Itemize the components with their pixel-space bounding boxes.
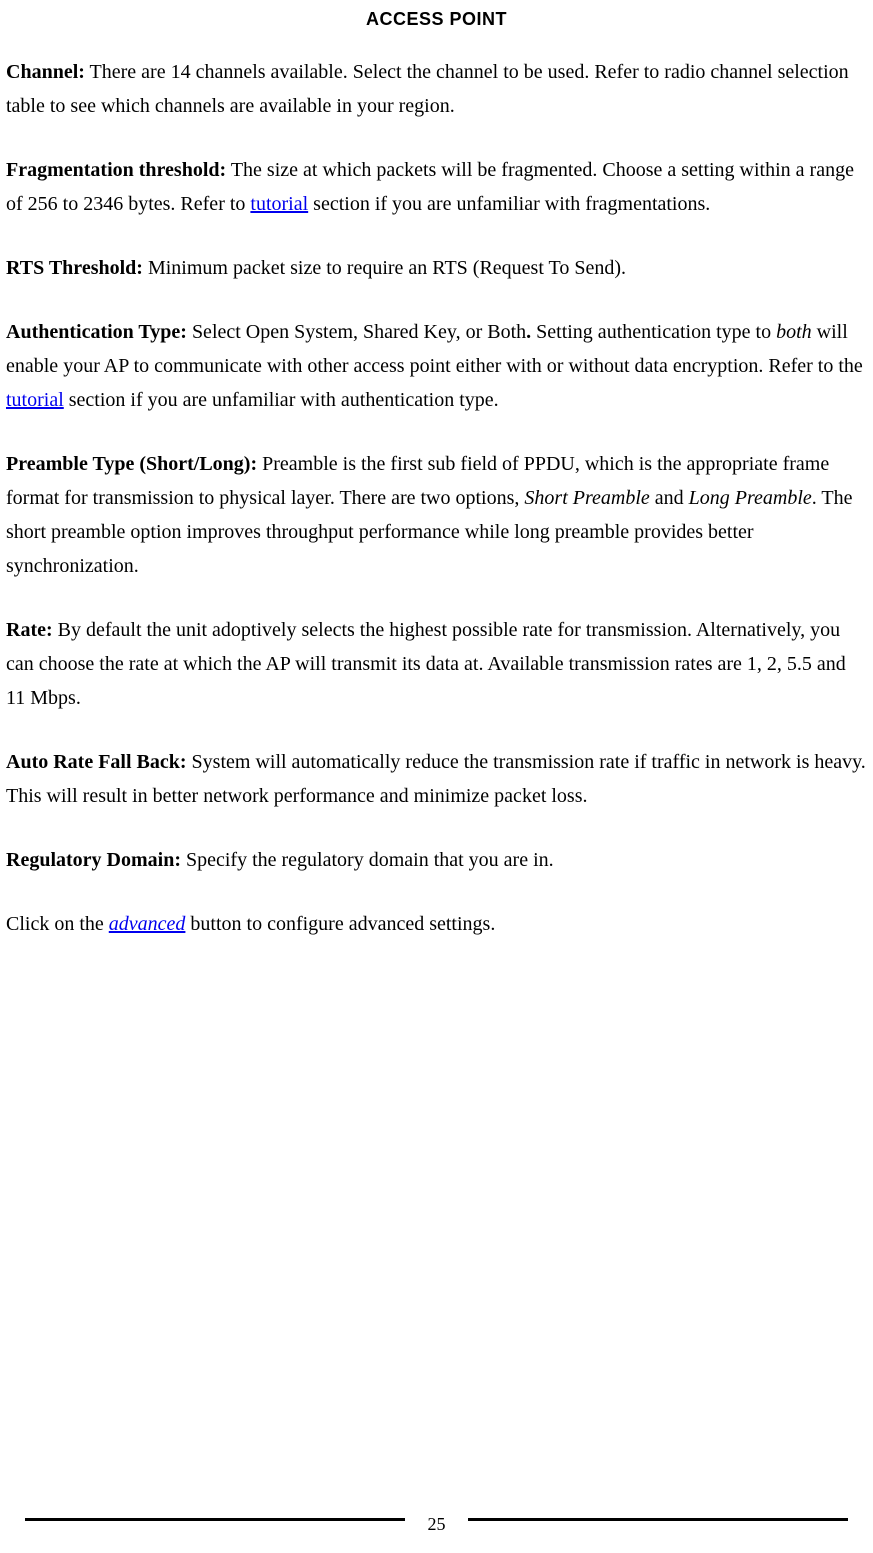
page-header-title: ACCESS POINT <box>6 0 867 35</box>
document-page: ACCESS POINT Channel: There are 14 chann… <box>0 0 873 1553</box>
footer-rule-left <box>25 1518 405 1521</box>
section-regulatory-domain: Regulatory Domain: Specify the regulator… <box>6 843 867 877</box>
page-number: 25 <box>424 1509 450 1540</box>
advanced-text-after: button to configure advanced settings. <box>185 913 495 935</box>
auth-text1: Select Open System, Shared Key, or Both <box>187 321 526 343</box>
page-content: Channel: There are 14 channels available… <box>6 35 867 941</box>
section-rate: Rate: By default the unit adoptively sel… <box>6 613 867 715</box>
rts-text: Minimum packet size to require an RTS (R… <box>143 257 626 279</box>
rate-text: By default the unit adoptively selects t… <box>6 619 846 709</box>
fallback-label: Auto Rate Fall Back: <box>6 751 187 773</box>
preamble-italic1: Short Preamble <box>524 487 649 509</box>
advanced-text-before: Click on the <box>6 913 109 935</box>
fragmentation-tutorial-link[interactable]: tutorial <box>250 193 308 215</box>
channel-label: Channel: <box>6 61 85 83</box>
fragmentation-text-after: section if you are unfamiliar with fragm… <box>308 193 710 215</box>
section-authentication: Authentication Type: Select Open System,… <box>6 315 867 417</box>
auth-text4: section if you are unfamiliar with authe… <box>64 389 499 411</box>
section-preamble: Preamble Type (Short/Long): Preamble is … <box>6 447 867 583</box>
rate-label: Rate: <box>6 619 53 641</box>
fragmentation-label: Fragmentation threshold: <box>6 159 226 181</box>
preamble-text2: and <box>650 487 689 509</box>
page-footer: 25 <box>0 1503 873 1535</box>
section-rts: RTS Threshold: Minimum packet size to re… <box>6 251 867 285</box>
section-fragmentation: Fragmentation threshold: The size at whi… <box>6 153 867 221</box>
section-channel: Channel: There are 14 channels available… <box>6 55 867 123</box>
footer-rule-right <box>468 1518 848 1521</box>
auth-label: Authentication Type: <box>6 321 187 343</box>
channel-text: There are 14 channels available. Select … <box>6 61 849 117</box>
preamble-label: Preamble Type (Short/Long): <box>6 453 257 475</box>
rts-label: RTS Threshold: <box>6 257 143 279</box>
auth-text2: Setting authentication type to <box>536 321 776 343</box>
auth-dot: . <box>526 321 536 343</box>
section-fallback: Auto Rate Fall Back: System will automat… <box>6 745 867 813</box>
auth-italic-both: both <box>776 321 812 343</box>
regdomain-label: Regulatory Domain: <box>6 849 181 871</box>
advanced-link[interactable]: advanced <box>109 913 186 935</box>
regdomain-text: Specify the regulatory domain that you a… <box>181 849 554 871</box>
preamble-italic2: Long Preamble <box>689 487 812 509</box>
auth-tutorial-link[interactable]: tutorial <box>6 389 64 411</box>
section-advanced: Click on the advanced button to configur… <box>6 907 867 941</box>
